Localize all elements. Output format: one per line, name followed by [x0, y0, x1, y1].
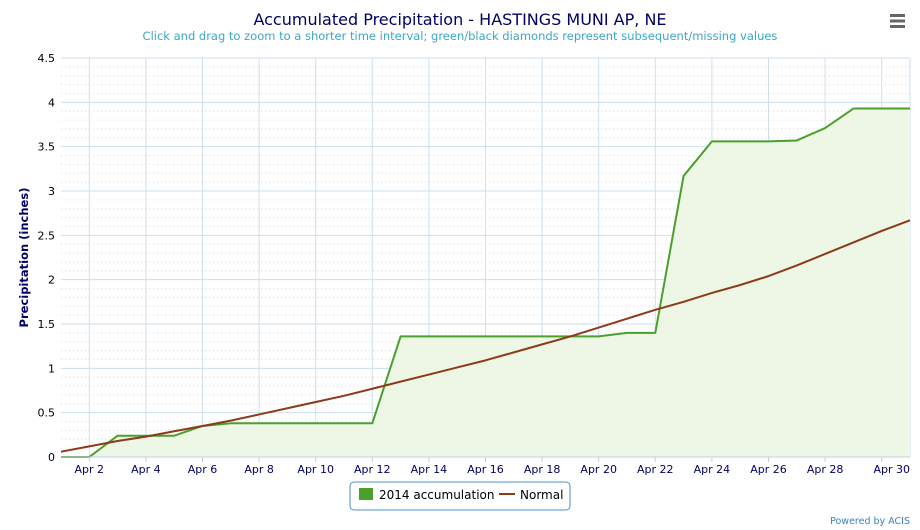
- series-normal-line[interactable]: [60, 219, 911, 453]
- x-tick-label: Apr 2: [75, 463, 105, 476]
- legend-box: [349, 481, 571, 511]
- y-tick-label: 3: [48, 185, 55, 198]
- x-tick-label: Apr 8: [244, 463, 274, 476]
- x-tick-label: Apr 14: [411, 463, 448, 476]
- credit-link[interactable]: Powered by ACIS: [830, 516, 910, 527]
- series-layer: [60, 107, 911, 458]
- y-tick-label: 2.5: [38, 229, 56, 242]
- legend-item-2014[interactable]: 2014 accumulation: [359, 488, 494, 502]
- chart-title: Accumulated Precipitation - HASTINGS MUN…: [253, 10, 666, 29]
- x-tick-label: Apr 16: [467, 463, 504, 476]
- x-tick-label: Apr 24: [694, 463, 731, 476]
- legend[interactable]: 2014 accumulation Normal: [349, 481, 571, 511]
- y-tick-label: 2: [48, 274, 55, 287]
- plot-area[interactable]: Apr 2 Apr 4 Apr 6 Apr 8 Apr 10 Apr 12 Apr 14 Ap…: [38, 52, 911, 476]
- x-tick-label: Apr 28: [807, 463, 844, 476]
- x-tick-label: Apr 26: [750, 463, 787, 476]
- legend-label-normal: Normal: [520, 488, 563, 502]
- legend-item-normal[interactable]: Normal: [499, 488, 563, 502]
- x-tick-label: Apr 12: [354, 463, 391, 476]
- x-tick-label: Apr 10: [297, 463, 334, 476]
- x-axis: Apr 2 Apr 4 Apr 6 Apr 8 Apr 10 Apr 12 Apr 14 Ap…: [75, 457, 910, 476]
- y-tick-label: 4: [48, 96, 55, 109]
- x-tick-label: Apr 30: [873, 463, 910, 476]
- x-tick-label: Apr 6: [188, 463, 218, 476]
- series-2014-area: [61, 108, 910, 457]
- y-tick-label: 0.5: [38, 407, 56, 420]
- y-tick-label: 0: [48, 451, 55, 464]
- x-tick-label: Apr 20: [580, 463, 617, 476]
- chart-subtitle: Click and drag to zoom to a shorter time…: [143, 29, 778, 43]
- y-tick-label: 3.5: [38, 141, 56, 154]
- y-axis-title: Precipitation (inches): [17, 188, 31, 328]
- legend-swatch-2014: [359, 488, 373, 500]
- hamburger-menu-icon[interactable]: [890, 14, 905, 28]
- y-tick-label: 1: [48, 362, 55, 375]
- x-tick-label: Apr 18: [524, 463, 561, 476]
- y-tick-label: 1.5: [38, 318, 56, 331]
- x-tick-label: Apr 4: [131, 463, 161, 476]
- legend-label-2014: 2014 accumulation: [379, 488, 494, 502]
- x-tick-label: Apr 22: [637, 463, 674, 476]
- y-axis: 0 0.5 1 1.5 2 2.5 3 3.5 4 4.5: [38, 52, 56, 464]
- y-tick-label: 4.5: [38, 52, 56, 65]
